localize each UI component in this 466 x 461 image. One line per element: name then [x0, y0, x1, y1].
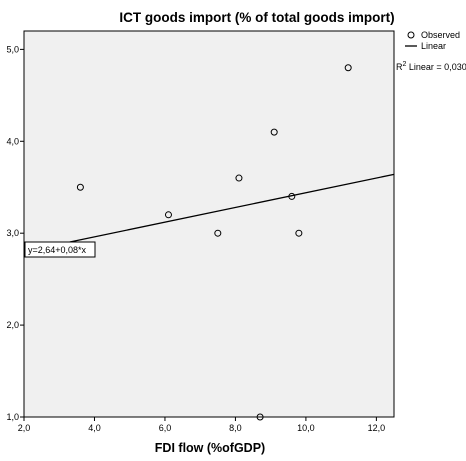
legend-observed-marker — [407, 31, 415, 39]
y-tick-label: 4,0 — [6, 136, 19, 146]
y-tick-label: 1,0 — [6, 412, 19, 422]
x-tick-label: 6,0 — [159, 423, 172, 433]
observed-point — [235, 174, 243, 182]
y-tick-label: 5,0 — [6, 44, 19, 54]
legend-r2-superscript: 2 — [403, 61, 407, 68]
fit-equation-label: y=2,64+0,08*x — [28, 245, 87, 255]
legend-r2-letter: R — [396, 62, 403, 72]
fit-equation-frame — [24, 241, 96, 258]
observed-point — [288, 192, 296, 200]
x-axis-ticks: 2,0 4,0 6,0 8,0 10,0 12,0 — [18, 417, 385, 433]
x-tick-label: 12,0 — [368, 423, 386, 433]
legend-linear-label: Linear — [421, 41, 446, 51]
linear-fit-line — [69, 173, 395, 243]
observed-point — [270, 128, 278, 136]
x-tick-label: 4,0 — [88, 423, 101, 433]
observed-point — [256, 413, 264, 421]
legend-r2-label: R2 Linear = 0,030 — [396, 61, 466, 72]
observed-point — [214, 229, 222, 237]
legend-observed-label: Observed — [421, 30, 460, 40]
observed-point — [76, 183, 84, 191]
x-tick-label: 8,0 — [229, 423, 242, 433]
observed-point — [295, 229, 303, 237]
legend: Observed Linear R2 Linear = 0,030 — [396, 30, 466, 72]
legend-r2-value: Linear = 0,030 — [406, 62, 466, 72]
y-tick-label: 2,0 — [6, 320, 19, 330]
x-tick-label: 10,0 — [297, 423, 315, 433]
fit-equation-box: y=2,64+0,08*x — [24, 241, 96, 258]
observed-points — [76, 64, 352, 421]
observed-point — [164, 211, 172, 219]
y-tick-label: 3,0 — [6, 228, 19, 238]
observed-point — [344, 64, 352, 72]
x-tick-label: 2,0 — [18, 423, 31, 433]
y-axis-ticks: 1,0 2,0 3,0 4,0 5,0 — [6, 44, 24, 422]
chart-title: ICT goods import (% of total goods impor… — [119, 10, 394, 25]
plot-area — [23, 30, 395, 418]
x-axis-label: FDI flow (%ofGDP) — [155, 441, 265, 455]
